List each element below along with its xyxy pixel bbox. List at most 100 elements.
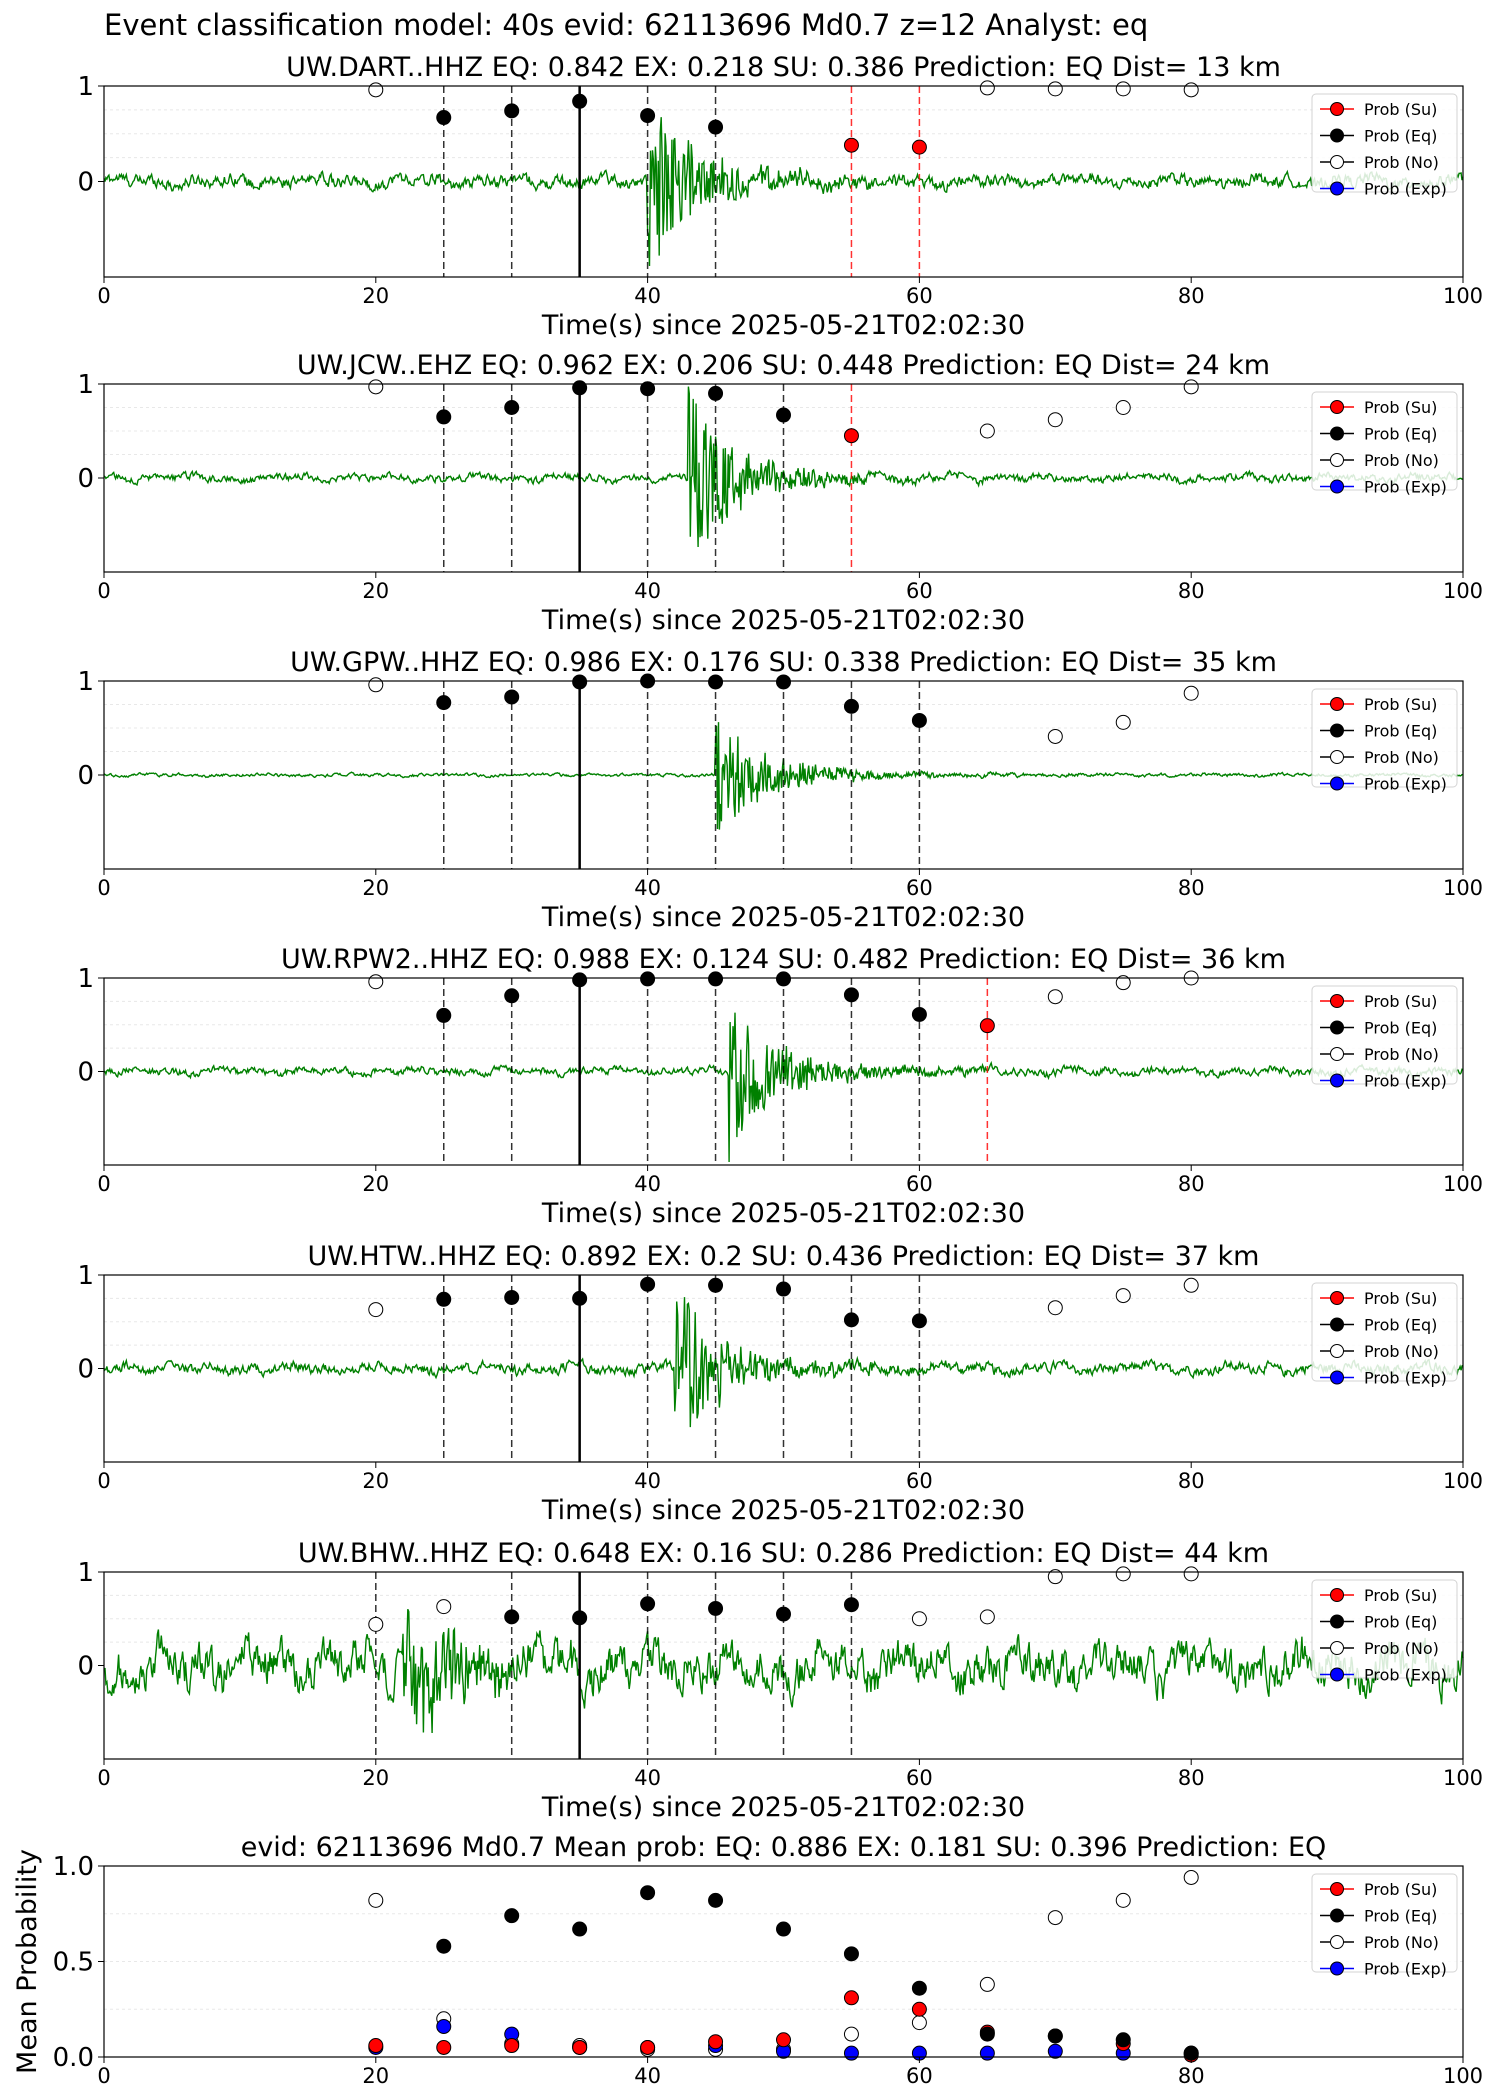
x-tick-label: 0 xyxy=(97,284,110,308)
panel-title: UW.JCW..EHZ EQ: 0.962 EX: 0.206 SU: 0.44… xyxy=(297,350,1270,381)
point-su xyxy=(572,2039,588,2055)
panel-1: 0 20 40 60 80 100 1 0 UW.DART..HHZ EQ: 0.842 EX:… xyxy=(77,52,1483,341)
legend-marker-su xyxy=(1330,102,1344,116)
x-tick-label: 80 xyxy=(1178,284,1205,308)
point-no xyxy=(979,1609,995,1625)
legend-label: Prob (Eq) xyxy=(1364,425,1437,444)
legend-marker-su xyxy=(1330,1882,1344,1896)
legend-marker-exp xyxy=(1330,1370,1344,1385)
panel-3: 0 20 40 60 80 100 1 0 UW.GPW..HHZ EQ: 0.986 EX: … xyxy=(77,647,1483,933)
point-su xyxy=(708,2034,724,2050)
point-no xyxy=(1183,685,1199,701)
point-no xyxy=(1047,728,1063,744)
legend-label: Prob (Su) xyxy=(1364,1586,1437,1605)
point-no xyxy=(368,974,384,990)
axes-frame xyxy=(103,85,1464,278)
panel-title: evid: 62113696 Md0.7 Mean prob: EQ: 0.88… xyxy=(241,1832,1327,1863)
point-eq xyxy=(572,1610,588,1626)
legend-box xyxy=(1311,985,1458,1085)
legend-marker-su xyxy=(1330,1291,1344,1305)
point-eq xyxy=(504,1289,520,1305)
legend: Prob (Su) Prob (Eq) Prob (No) Prob (Exp) xyxy=(1311,985,1458,1091)
legend-label: Prob (No) xyxy=(1364,1045,1439,1064)
y-tick-label: 1 xyxy=(77,72,94,102)
legend-marker-exp xyxy=(1330,776,1344,791)
y-tick-label: 0 xyxy=(77,168,94,198)
x-tick-label: 100 xyxy=(1443,1469,1483,1493)
x-tick-label: 20 xyxy=(362,876,389,900)
point-eq xyxy=(708,385,724,401)
point-no xyxy=(1115,1288,1131,1304)
legend-marker-exp xyxy=(1330,1667,1344,1682)
x-tick-label: 40 xyxy=(634,579,661,603)
panel-7: 0 20 40 60 80 100 1.0 0.5 0.0 evid: 62113696 Md0.… xyxy=(12,1832,1483,2088)
legend-label: Prob (Eq) xyxy=(1364,127,1437,146)
point-eq xyxy=(504,400,520,415)
point-no xyxy=(1183,379,1199,395)
legend-marker-exp xyxy=(1330,1073,1344,1088)
point-no xyxy=(1115,975,1131,991)
point-su xyxy=(436,2039,452,2055)
legend-marker-no xyxy=(1330,453,1344,467)
point-eq xyxy=(911,1313,927,1329)
point-eq xyxy=(911,712,927,728)
point-eq xyxy=(436,409,452,425)
point-eq xyxy=(504,1908,520,1924)
point-eq xyxy=(640,108,656,124)
legend-box xyxy=(1311,391,1458,491)
point-no xyxy=(979,1976,995,1992)
x-tick-label: 100 xyxy=(1443,876,1483,900)
point-eq xyxy=(843,1946,859,1962)
point-eq xyxy=(640,1596,656,1612)
legend-marker-su xyxy=(1330,697,1344,711)
legend-label: Prob (No) xyxy=(1364,1933,1439,1952)
x-tick-label: 100 xyxy=(1443,284,1483,308)
waveform-trace xyxy=(103,386,1464,548)
point-no xyxy=(1183,1277,1199,1293)
legend-box xyxy=(1311,688,1458,788)
legend-label: Prob (No) xyxy=(1364,1639,1439,1658)
point-su xyxy=(640,2039,656,2055)
point-no xyxy=(1047,1569,1063,1585)
point-no xyxy=(1183,82,1199,98)
x-tick-label: 60 xyxy=(906,1766,933,1790)
point-no xyxy=(979,423,995,439)
legend-label: Prob (No) xyxy=(1364,748,1439,767)
point-eq xyxy=(776,1281,791,1297)
x-tick-label: 100 xyxy=(1443,1172,1483,1196)
x-tick-label: 20 xyxy=(362,1172,389,1196)
figure-suptitle: Event classification model: 40s evid: 62… xyxy=(104,8,1149,42)
point-eq xyxy=(640,381,656,397)
legend-marker-no xyxy=(1330,1047,1344,1061)
point-eq xyxy=(843,987,859,1003)
point-su xyxy=(911,2001,927,2017)
legend-marker-eq xyxy=(1330,1317,1344,1332)
point-eq xyxy=(504,689,520,705)
legend-label: Prob (No) xyxy=(1364,153,1439,172)
legend-marker-eq xyxy=(1330,128,1344,143)
point-exp xyxy=(843,2045,859,2061)
point-eq xyxy=(572,674,588,690)
legend-label: Prob (Exp) xyxy=(1364,1666,1447,1685)
point-exp xyxy=(979,2045,995,2061)
point-su xyxy=(504,2038,520,2054)
point-no xyxy=(368,1892,384,1908)
y-tick-label: 0 xyxy=(77,1355,94,1385)
legend-label: Prob (Su) xyxy=(1364,398,1437,417)
x-tick-label: 60 xyxy=(906,579,933,603)
legend-label: Prob (Su) xyxy=(1364,992,1437,1011)
x-axis-label: Time(s) since 2025-05-21T02:02:30 xyxy=(541,605,1025,636)
x-tick-label: 100 xyxy=(1443,1766,1483,1790)
point-eq xyxy=(504,103,520,119)
waveform-trace xyxy=(103,117,1464,267)
panel-6: 0 20 40 60 80 100 1 0 UW.BHW..HHZ EQ: 0.648 EX: … xyxy=(77,1538,1483,1823)
point-eq xyxy=(843,698,859,714)
y-tick-label: 0 xyxy=(77,761,94,791)
x-tick-label: 20 xyxy=(362,284,389,308)
legend-label: Prob (Eq) xyxy=(1364,1316,1437,1335)
point-no xyxy=(368,1616,384,1632)
y-tick-label: 1 xyxy=(77,1558,94,1588)
legend-label: Prob (Eq) xyxy=(1364,722,1437,741)
x-tick-label: 100 xyxy=(1443,579,1483,603)
legend-marker-no xyxy=(1330,1641,1344,1655)
